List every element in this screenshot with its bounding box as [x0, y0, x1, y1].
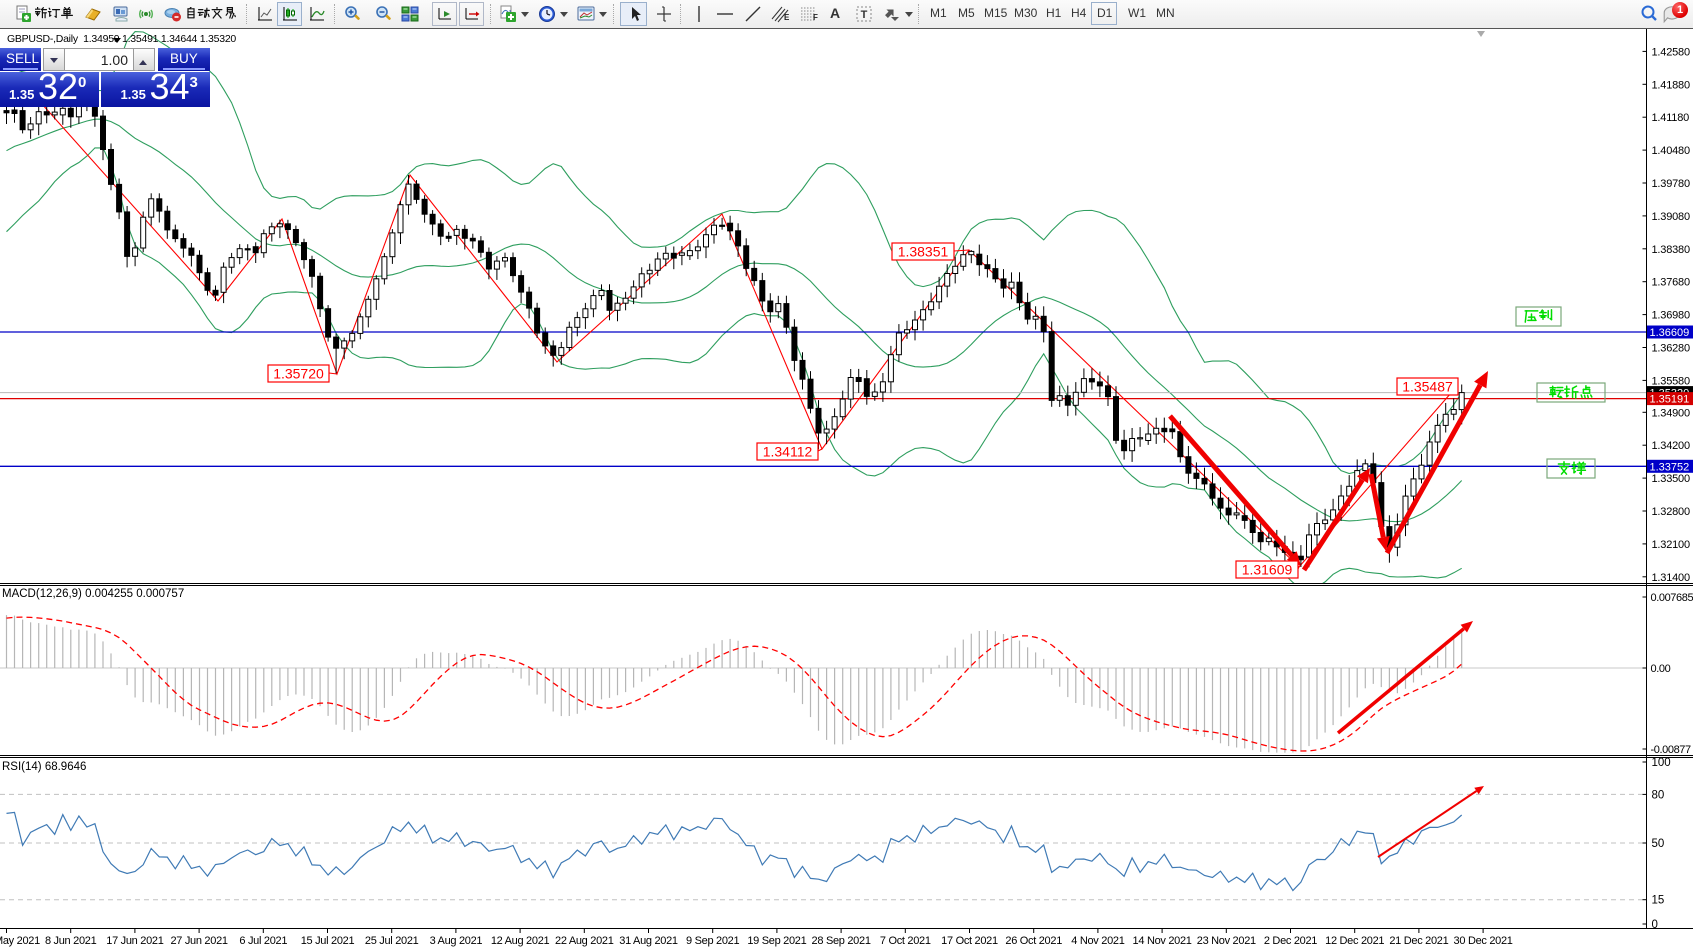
svg-text:27 Jun 2021: 27 Jun 2021 — [170, 935, 227, 947]
svg-text:May 2021: May 2021 — [0, 935, 40, 947]
svg-text:1.36280: 1.36280 — [1652, 343, 1690, 355]
svg-text:1.32100: 1.32100 — [1652, 539, 1690, 551]
svg-text:1.34900: 1.34900 — [1652, 407, 1690, 419]
svg-text:RSI(14) 68.9646: RSI(14) 68.9646 — [2, 761, 86, 773]
svg-text:1.32800: 1.32800 — [1652, 506, 1690, 518]
svg-text:1.39780: 1.39780 — [1652, 178, 1690, 190]
svg-text:25 Jul 2021: 25 Jul 2021 — [365, 935, 419, 947]
svg-text:31 Aug 2021: 31 Aug 2021 — [619, 935, 678, 947]
svg-text:1.35720: 1.35720 — [273, 366, 324, 382]
svg-text:1.36609: 1.36609 — [1650, 327, 1690, 339]
svg-text:1.33500: 1.33500 — [1652, 473, 1690, 485]
svg-text:22 Aug 2021: 22 Aug 2021 — [555, 935, 614, 947]
svg-text:12 Aug 2021: 12 Aug 2021 — [491, 935, 550, 947]
svg-text:1.35191: 1.35191 — [1650, 394, 1690, 406]
svg-text:1.35580: 1.35580 — [1652, 375, 1690, 387]
svg-text:6 Jul 2021: 6 Jul 2021 — [239, 935, 287, 947]
svg-text:1.35487: 1.35487 — [1402, 379, 1453, 395]
svg-text:1.39080: 1.39080 — [1652, 211, 1690, 223]
svg-text:0.00: 0.00 — [1651, 663, 1671, 675]
svg-text:12 Dec 2021: 12 Dec 2021 — [1325, 935, 1384, 947]
svg-text:15: 15 — [1652, 895, 1665, 907]
svg-text:2 Dec 2021: 2 Dec 2021 — [1264, 935, 1317, 947]
svg-text:19 Sep 2021: 19 Sep 2021 — [747, 935, 806, 947]
svg-text:17 Oct 2021: 17 Oct 2021 — [941, 935, 998, 947]
svg-text:80: 80 — [1652, 789, 1665, 801]
svg-text:T: T — [861, 9, 868, 21]
svg-text:28 Sep 2021: 28 Sep 2021 — [812, 935, 871, 947]
svg-text:1.33752: 1.33752 — [1650, 461, 1690, 473]
svg-text:21 Dec 2021: 21 Dec 2021 — [1389, 935, 1448, 947]
svg-text:GBPUSD-,Daily 1.34959 1.35491: GBPUSD-,Daily 1.34959 1.35491 1.34644 1.… — [7, 33, 236, 45]
svg-text:1.37680: 1.37680 — [1652, 277, 1690, 289]
svg-text:0: 0 — [1652, 919, 1658, 931]
svg-text:-0.00877: -0.00877 — [1651, 744, 1692, 756]
svg-text:1.34112: 1.34112 — [763, 444, 813, 460]
svg-text:1.41180: 1.41180 — [1652, 112, 1690, 124]
svg-text:1.34200: 1.34200 — [1652, 440, 1690, 452]
svg-text:1.42580: 1.42580 — [1652, 46, 1690, 58]
svg-text:8 Jun 2021: 8 Jun 2021 — [45, 935, 97, 947]
svg-text:26 Oct 2021: 26 Oct 2021 — [1005, 935, 1062, 947]
svg-text:1.36980: 1.36980 — [1652, 310, 1690, 322]
svg-text:1.38380: 1.38380 — [1652, 244, 1690, 256]
svg-text:1.40480: 1.40480 — [1652, 145, 1690, 157]
svg-text:3 Aug 2021: 3 Aug 2021 — [430, 935, 483, 947]
svg-text:0.007685: 0.007685 — [1651, 592, 1693, 604]
svg-text:14 Nov 2021: 14 Nov 2021 — [1133, 935, 1192, 947]
svg-text:4 Nov 2021: 4 Nov 2021 — [1071, 935, 1124, 947]
svg-text:1.31609: 1.31609 — [1242, 562, 1293, 578]
svg-text:1.38351: 1.38351 — [898, 244, 949, 260]
svg-text:7 Oct 2021: 7 Oct 2021 — [880, 935, 931, 947]
svg-text:30 Dec 2021: 30 Dec 2021 — [1454, 935, 1513, 947]
svg-text:1.31400: 1.31400 — [1652, 572, 1690, 584]
svg-text:23 Nov 2021: 23 Nov 2021 — [1197, 935, 1256, 947]
svg-text:50: 50 — [1652, 838, 1665, 850]
svg-text:1.41880: 1.41880 — [1652, 79, 1690, 91]
svg-text:17 Jun 2021: 17 Jun 2021 — [106, 935, 163, 947]
svg-text:100: 100 — [1652, 757, 1671, 769]
svg-text:15 Jul 2021: 15 Jul 2021 — [301, 935, 355, 947]
svg-text:MACD(12,26,9) 0.004255 0.00075: MACD(12,26,9) 0.004255 0.000757 — [2, 588, 184, 600]
svg-text:9 Sep 2021: 9 Sep 2021 — [686, 935, 739, 947]
